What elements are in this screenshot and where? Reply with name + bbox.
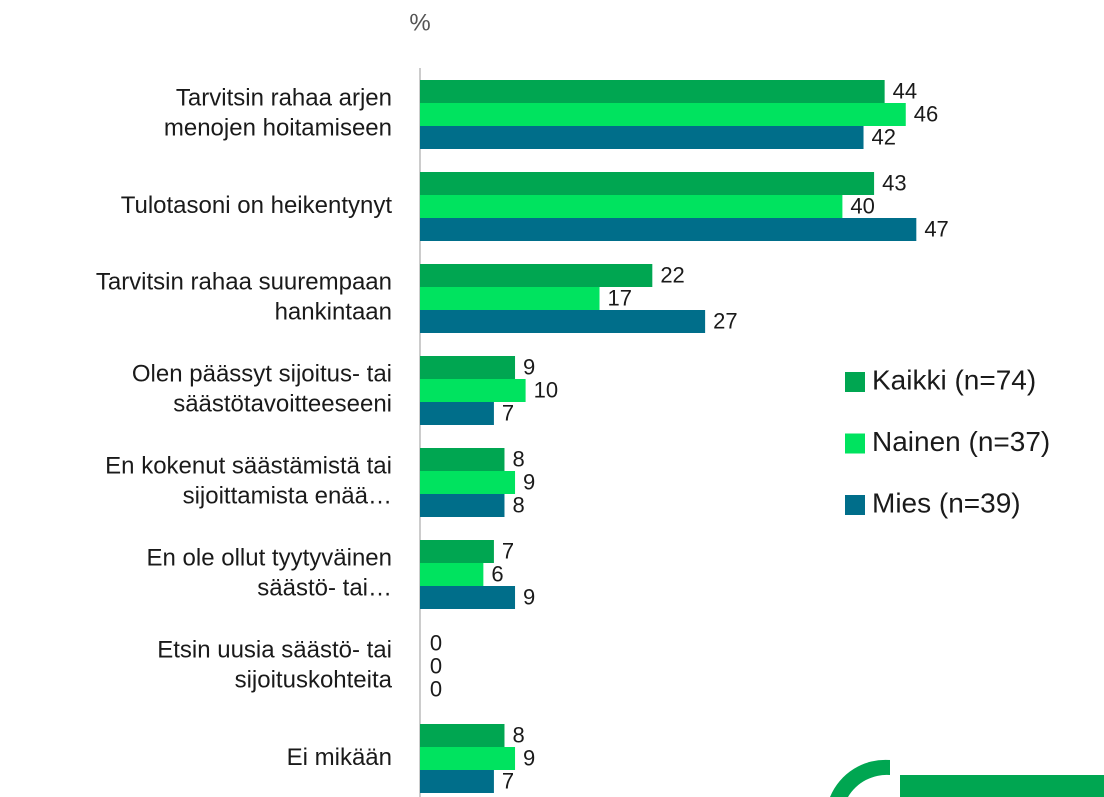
category-line: menojen hoitamiseen [164, 115, 392, 142]
category-line: säästö- tai… [257, 575, 392, 602]
bar [420, 586, 516, 609]
value-label: 9 [523, 354, 535, 379]
legend-label: Nainen (n=37) [872, 426, 1050, 457]
bar [420, 310, 706, 333]
bar [420, 103, 906, 126]
bar [420, 770, 494, 793]
category-line: Tarvitsin rahaa arjen [176, 85, 392, 112]
category-line: säästötavoitteeseeni [173, 391, 392, 418]
value-label: 7 [502, 400, 514, 425]
legend-swatch [845, 372, 865, 392]
category-label: Tarvitsin rahaa suurempaan hankintaan [96, 269, 392, 326]
value-label: 7 [502, 538, 514, 563]
category-line: En kokenut säästämistä tai [105, 453, 392, 480]
bar [420, 172, 875, 195]
value-label: 10 [534, 377, 558, 402]
bar [420, 402, 494, 425]
category-label: En kokenut säästämistä tai sijoittamista … [105, 453, 392, 510]
bar [420, 448, 505, 471]
value-label: 9 [523, 469, 535, 494]
category-label: Tulotasoni on heikentynyt [121, 192, 393, 219]
value-label: 0 [430, 653, 442, 678]
value-label: 43 [882, 170, 906, 195]
bar [420, 126, 864, 149]
value-label: 8 [512, 446, 524, 471]
value-label: 6 [491, 561, 503, 586]
bar [420, 218, 917, 241]
value-label: 17 [608, 285, 632, 310]
category-label: Etsin uusia säästö- tai sijoituskohteita [157, 637, 392, 694]
logo [830, 759, 1104, 797]
bar [420, 264, 653, 287]
bar [420, 747, 516, 770]
value-label: 9 [523, 584, 535, 609]
value-label: 47 [924, 216, 948, 241]
bar [420, 471, 516, 494]
legend-label: Mies (n=39) [872, 487, 1021, 518]
bar [420, 80, 885, 103]
bar [420, 356, 516, 379]
value-label: 0 [430, 676, 442, 701]
value-label: 46 [914, 101, 938, 126]
category-line: sijoittamista enää… [183, 483, 392, 510]
legend-swatch [845, 495, 865, 515]
category-line: hankintaan [275, 299, 392, 326]
bar [420, 494, 505, 517]
value-label: 40 [850, 193, 874, 218]
value-label: 22 [660, 262, 684, 287]
category-label: Tarvitsin rahaa arjen menojen hoitamiseen [164, 85, 392, 142]
category-line: Olen päässyt sijoitus- tai [132, 361, 392, 388]
axis-label: % [409, 9, 430, 36]
bar [420, 540, 494, 563]
value-label: 27 [713, 308, 737, 333]
category-line: Etsin uusia säästö- tai [157, 637, 392, 664]
bar [420, 724, 505, 747]
category-line: sijoituskohteita [235, 667, 393, 694]
value-label: 8 [512, 722, 524, 747]
category-label: Ei mikään [287, 744, 392, 771]
bar [420, 195, 843, 218]
value-label: 0 [430, 630, 442, 655]
legend-swatch [845, 433, 865, 454]
category-line: En ole ollut tyytyväinen [147, 545, 392, 572]
category-line: Tarvitsin rahaa suurempaan [96, 269, 392, 296]
value-label: 42 [872, 124, 896, 149]
category-label: Olen päässyt sijoitus- tai säästötavoitte… [132, 361, 392, 418]
category-label: En ole ollut tyytyväinen säästö- tai… [147, 545, 392, 602]
value-label: 7 [502, 768, 514, 793]
value-label: 9 [523, 745, 535, 770]
bar [420, 287, 600, 310]
value-label: 44 [893, 78, 917, 103]
bar [420, 563, 484, 586]
legend-label: Kaikki (n=74) [872, 364, 1036, 395]
bar [420, 379, 526, 402]
value-label: 8 [512, 492, 524, 517]
